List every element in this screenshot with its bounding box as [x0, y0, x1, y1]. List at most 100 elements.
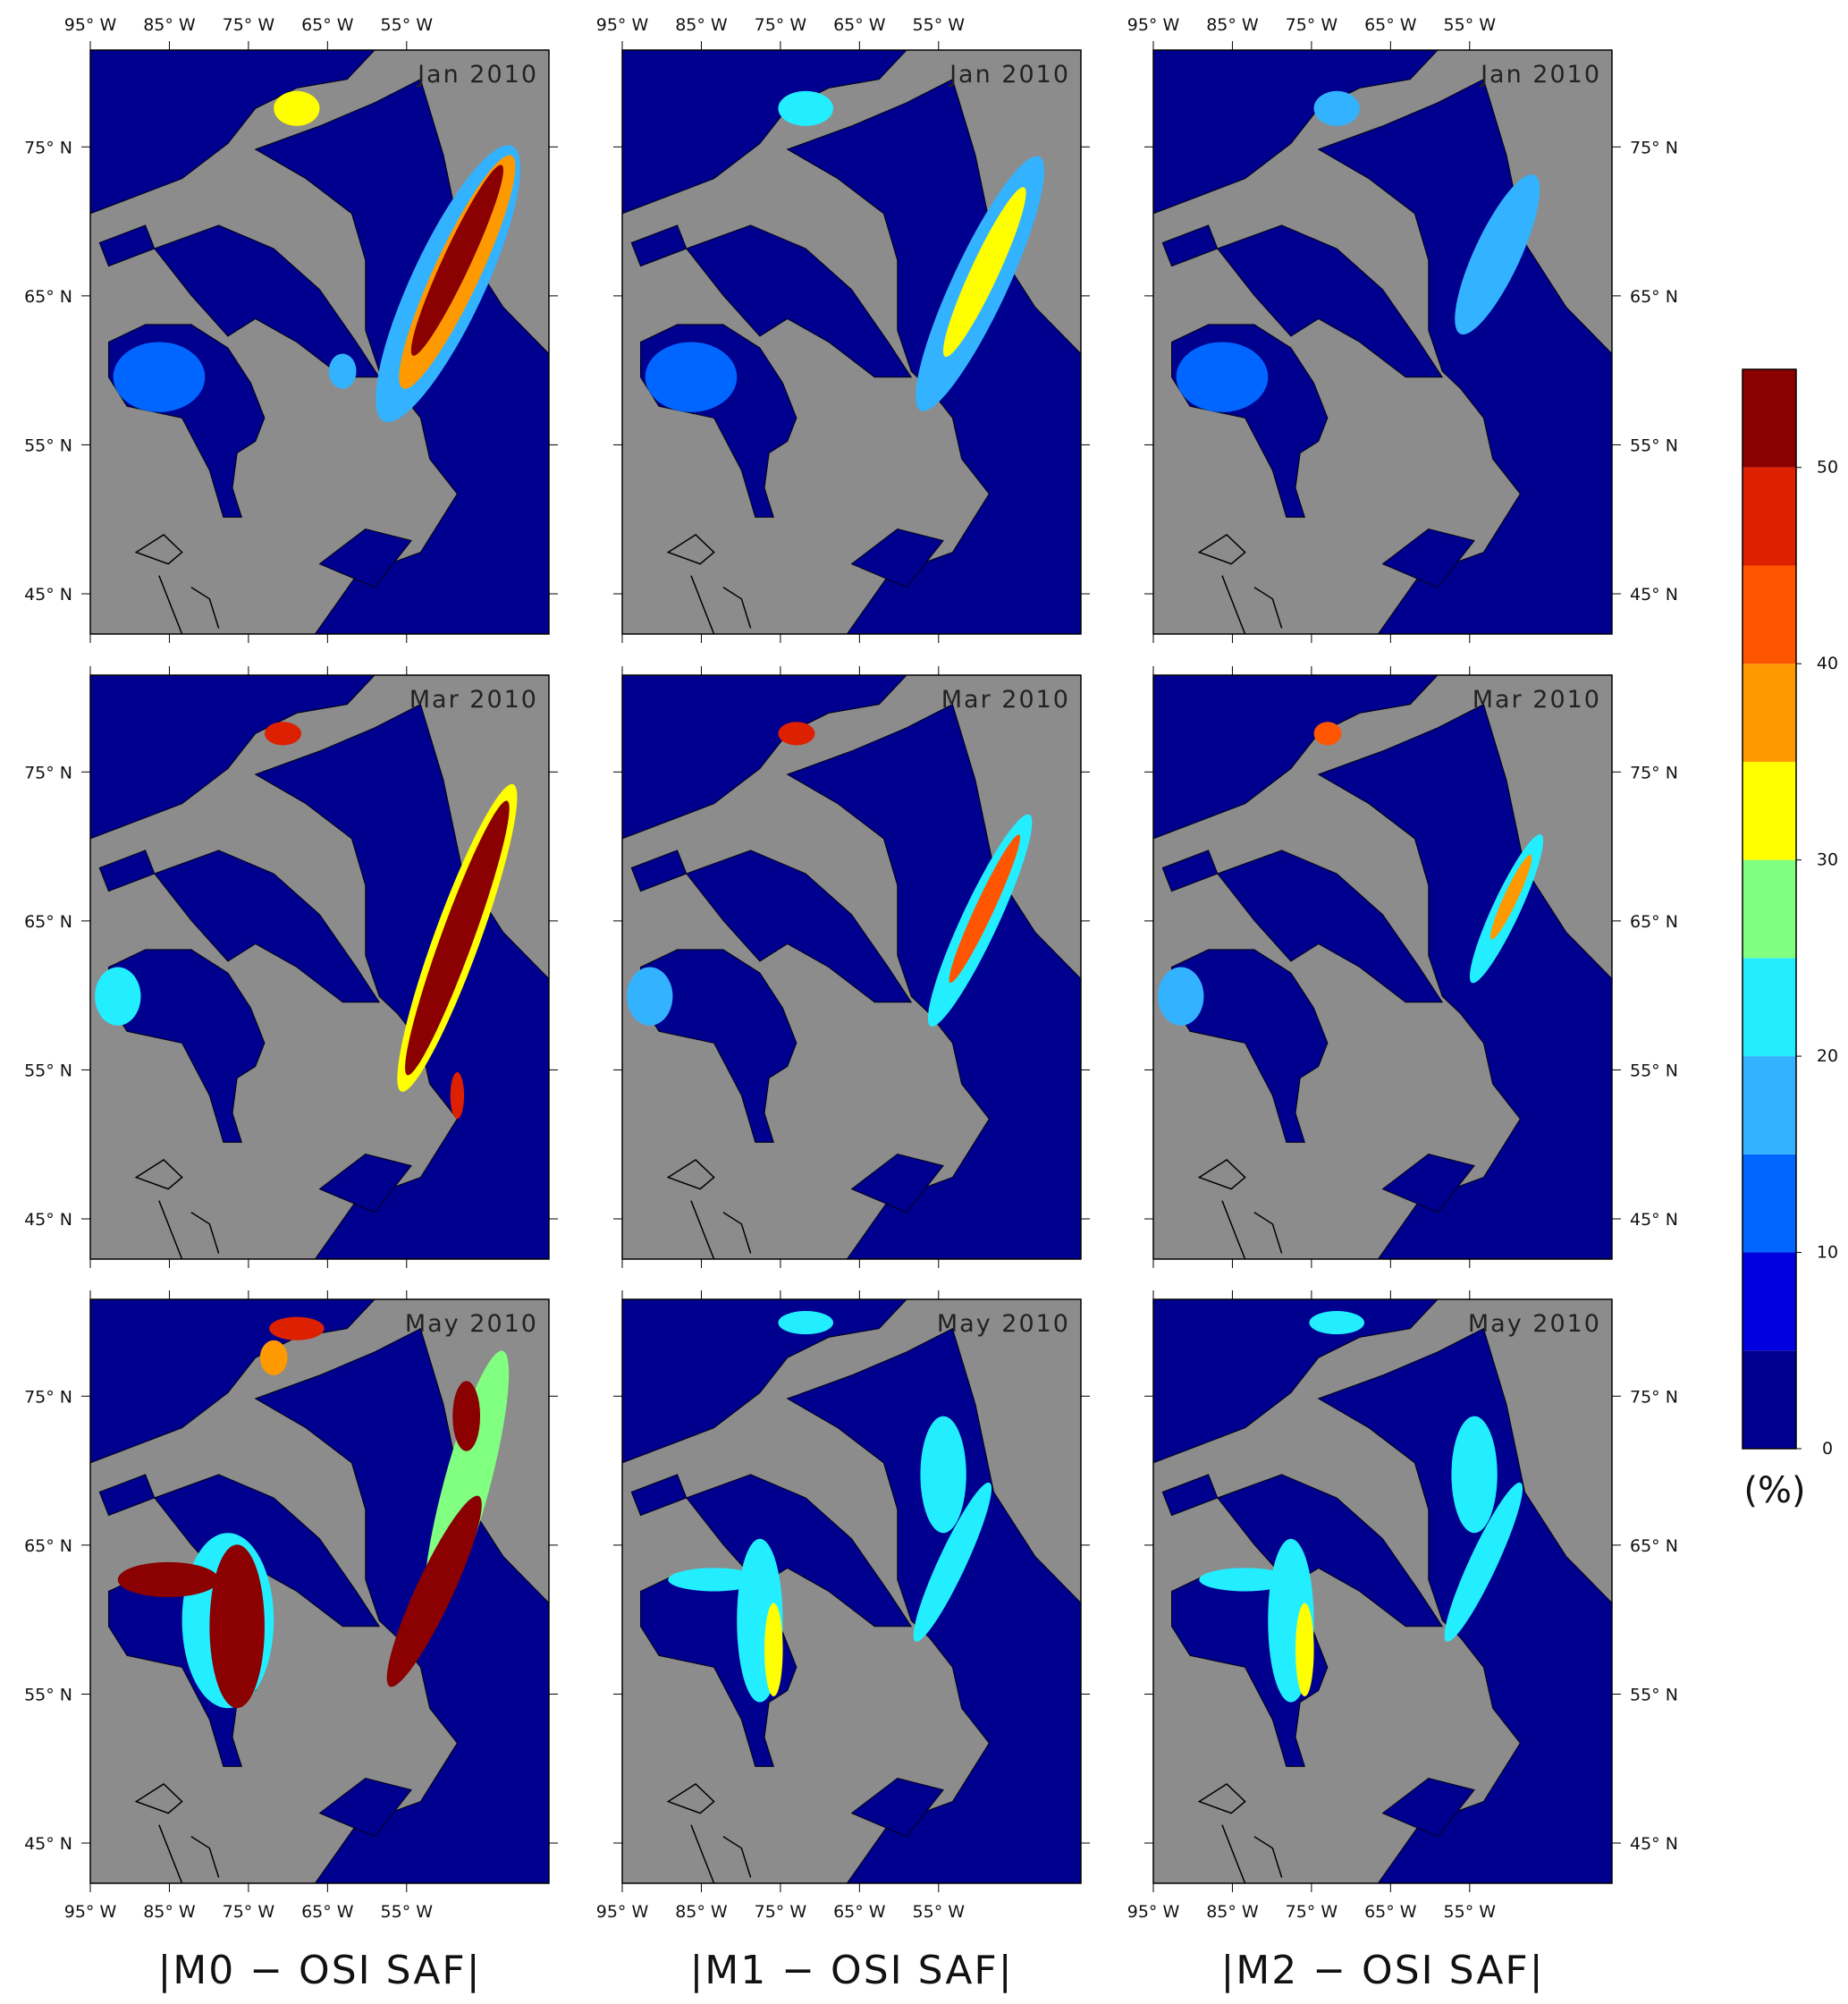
panel-label: May 2010 [405, 1310, 538, 1338]
ocean [1381, 528, 1475, 588]
ocean [1161, 1474, 1219, 1517]
lake-outline [1197, 1159, 1283, 1259]
lat-tick-label: 75° N [24, 138, 72, 157]
anomaly-area [1295, 1602, 1314, 1697]
lat-tick-label: 75° N [1630, 138, 1678, 157]
panel-label: May 2010 [937, 1310, 1070, 1338]
column-label: |M0 − OSI SAF| [157, 1948, 481, 1993]
anomaly-area [269, 1316, 325, 1340]
anomaly-area [1199, 1568, 1291, 1592]
anomaly-area [264, 722, 301, 746]
lat-tick-label: 65° N [24, 287, 72, 307]
ocean [630, 224, 688, 267]
anomaly-area [274, 90, 320, 126]
map-panel: May 2010 95° W 85° W 75° W 65° W 55° W 75° N 65… [1127, 1290, 1678, 1922]
lon-tick-label: 75° W [1286, 15, 1338, 35]
lon-tick-label: 85° W [675, 15, 728, 35]
lon-tick-label: 55° W [913, 15, 966, 35]
ocean [90, 50, 376, 215]
lon-tick-label: 95° W [64, 1902, 117, 1922]
ocean [1153, 50, 1439, 215]
ocean [1153, 675, 1439, 840]
colorbar-band [1743, 369, 1796, 468]
lake-outline [666, 1159, 752, 1259]
panel-label: Mar 2010 [1472, 686, 1601, 714]
panel-frame [1152, 1298, 1613, 1884]
lon-tick-label: 75° W [755, 1902, 807, 1922]
anomaly-area [1451, 1416, 1498, 1534]
map-content [622, 675, 1081, 1259]
anomaly-area [1176, 342, 1269, 412]
colorbar-frame [1742, 368, 1797, 1450]
ocean [1381, 1153, 1475, 1213]
colorbar-band [1743, 1154, 1796, 1253]
ocean [98, 850, 156, 892]
lon-tick-label: 95° W [1127, 15, 1180, 35]
lat-tick-label: 55° N [1630, 1685, 1678, 1704]
lake-outline [1197, 1783, 1283, 1883]
anomaly-area [259, 1340, 288, 1375]
lat-tick-label: 45° N [24, 1834, 72, 1854]
map-content [622, 50, 1081, 634]
lon-tick-label: 65° W [1364, 15, 1417, 35]
ocean [622, 50, 907, 215]
panel-label: Jan 2010 [1479, 61, 1601, 89]
lon-tick-label: 65° W [301, 1902, 354, 1922]
map-panel: May 2010 95° W 85° W 75° W 65° W 55° W 75° N 65… [24, 1290, 558, 1922]
lat-tick-label: 55° N [1630, 435, 1678, 455]
anomaly-area [450, 1072, 465, 1120]
lon-tick-label: 55° W [913, 1902, 966, 1922]
lon-tick-label: 95° W [596, 1902, 649, 1922]
lon-tick-label: 75° W [1286, 1902, 1338, 1922]
lat-tick-label: 55° N [24, 1061, 72, 1080]
anomaly-area [1489, 854, 1532, 940]
map-panel: May 2010 95° W 85° W 75° W 65° W 55° W [596, 1290, 1090, 1922]
anomaly-area [1444, 1482, 1523, 1642]
panel-frame [89, 1298, 550, 1884]
lat-tick-label: 75° N [1630, 1387, 1678, 1407]
panel-label: Jan 2010 [416, 61, 538, 89]
panel-label: Mar 2010 [941, 686, 1070, 714]
anomaly-area [645, 342, 738, 412]
anomaly-area [627, 967, 673, 1026]
anomaly-area [452, 1381, 481, 1451]
panel-frame [89, 674, 550, 1260]
map-panel: Mar 2010 75° N 65° N 55° N 45° N [1144, 666, 1678, 1268]
lon-tick-label: 65° W [833, 1902, 886, 1922]
anomaly-area [1455, 174, 1540, 334]
panel-frame [1152, 674, 1613, 1260]
anomaly-area [778, 90, 833, 126]
column-label: |M2 − OSI SAF| [1220, 1948, 1544, 1993]
ocean [630, 1474, 688, 1517]
map-content [90, 50, 549, 634]
anomaly-area [913, 1482, 992, 1642]
colorbar-tick-label: 40 [1817, 654, 1838, 673]
lat-tick-label: 45° N [1630, 585, 1678, 605]
anomaly-area [386, 1495, 482, 1687]
lon-tick-label: 95° W [64, 15, 117, 35]
lon-tick-label: 85° W [143, 1902, 196, 1922]
ocean [622, 1299, 907, 1464]
ocean [685, 850, 913, 1003]
anomaly-area [764, 1602, 783, 1697]
lake-outline [666, 534, 752, 634]
lat-tick-label: 65° N [24, 912, 72, 932]
colorbar-band [1743, 1056, 1796, 1154]
lon-tick-label: 95° W [596, 15, 649, 35]
anomaly-area [920, 1416, 966, 1534]
anomaly-area [949, 834, 1021, 984]
lon-tick-label: 65° W [833, 15, 886, 35]
anomaly-area [328, 353, 357, 389]
anomaly-area [1158, 967, 1204, 1026]
lon-tick-label: 75° W [223, 15, 275, 35]
map-content [90, 675, 549, 1259]
lat-tick-label: 65° N [1630, 912, 1678, 932]
ocean [318, 528, 412, 588]
ocean [1161, 224, 1219, 267]
lat-tick-label: 45° N [1630, 1834, 1678, 1854]
anomaly-area [1309, 1311, 1364, 1335]
lon-tick-label: 85° W [143, 15, 196, 35]
ocean [850, 1777, 944, 1838]
colorbar-band [1743, 565, 1796, 664]
lat-tick-label: 65° N [1630, 287, 1678, 307]
